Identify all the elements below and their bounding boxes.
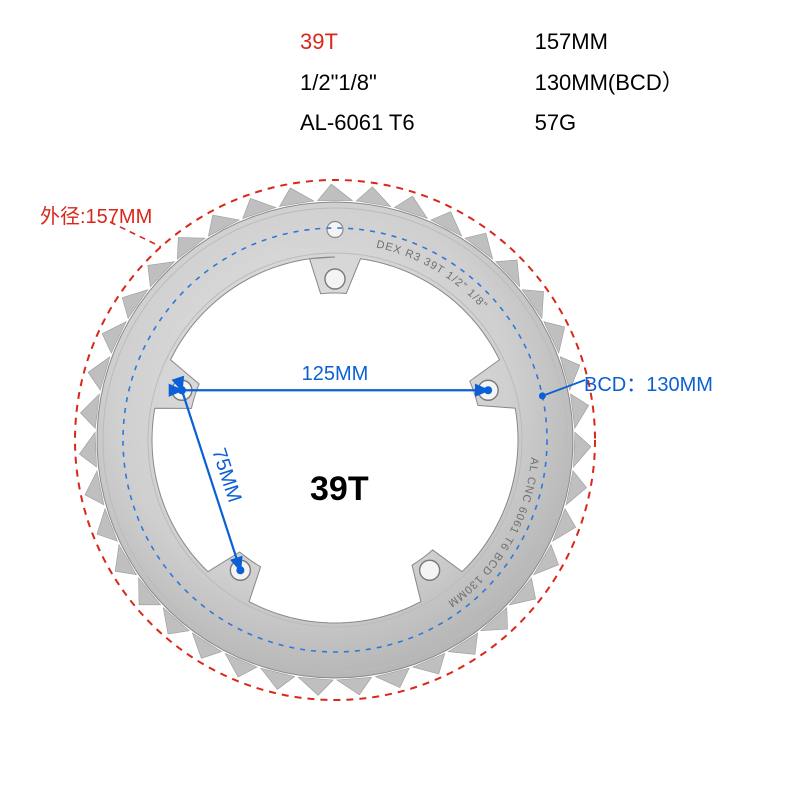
pin-hole (327, 222, 343, 238)
chainring-diagram: 125MM75MMDEX R3 39T 1/2" 1/8"AL CNC 6061… (0, 170, 800, 790)
dim-75-label: 75MM (207, 445, 245, 505)
spec-chain: 1/2"1/8" (300, 63, 415, 104)
spec-weight: 57G (535, 103, 684, 144)
label-center-teeth: 39T (310, 470, 369, 509)
label-bcd: BCD：130MM (584, 368, 713, 397)
dim-125-label: 125MM (302, 363, 369, 385)
label-outer-diameter: 外径:157MM (40, 200, 152, 229)
diagram-svg: 125MM75MMDEX R3 39T 1/2" 1/8"AL CNC 6061… (0, 170, 800, 790)
spec-material: AL-6061 T6 (300, 103, 415, 144)
spec-col-1: 39T 1/2"1/8" AL-6061 T6 (300, 22, 415, 144)
bolt-hole (420, 560, 440, 580)
spec-table: 39T 1/2"1/8" AL-6061 T6 157MM 130MM(BCD）… (300, 22, 684, 144)
spec-outer: 157MM (535, 22, 684, 63)
spec-bcd: 130MM(BCD） (535, 63, 684, 104)
spec-col-2: 157MM 130MM(BCD） 57G (535, 22, 684, 144)
bolt-hole (325, 269, 345, 289)
spec-teeth: 39T (300, 22, 415, 63)
